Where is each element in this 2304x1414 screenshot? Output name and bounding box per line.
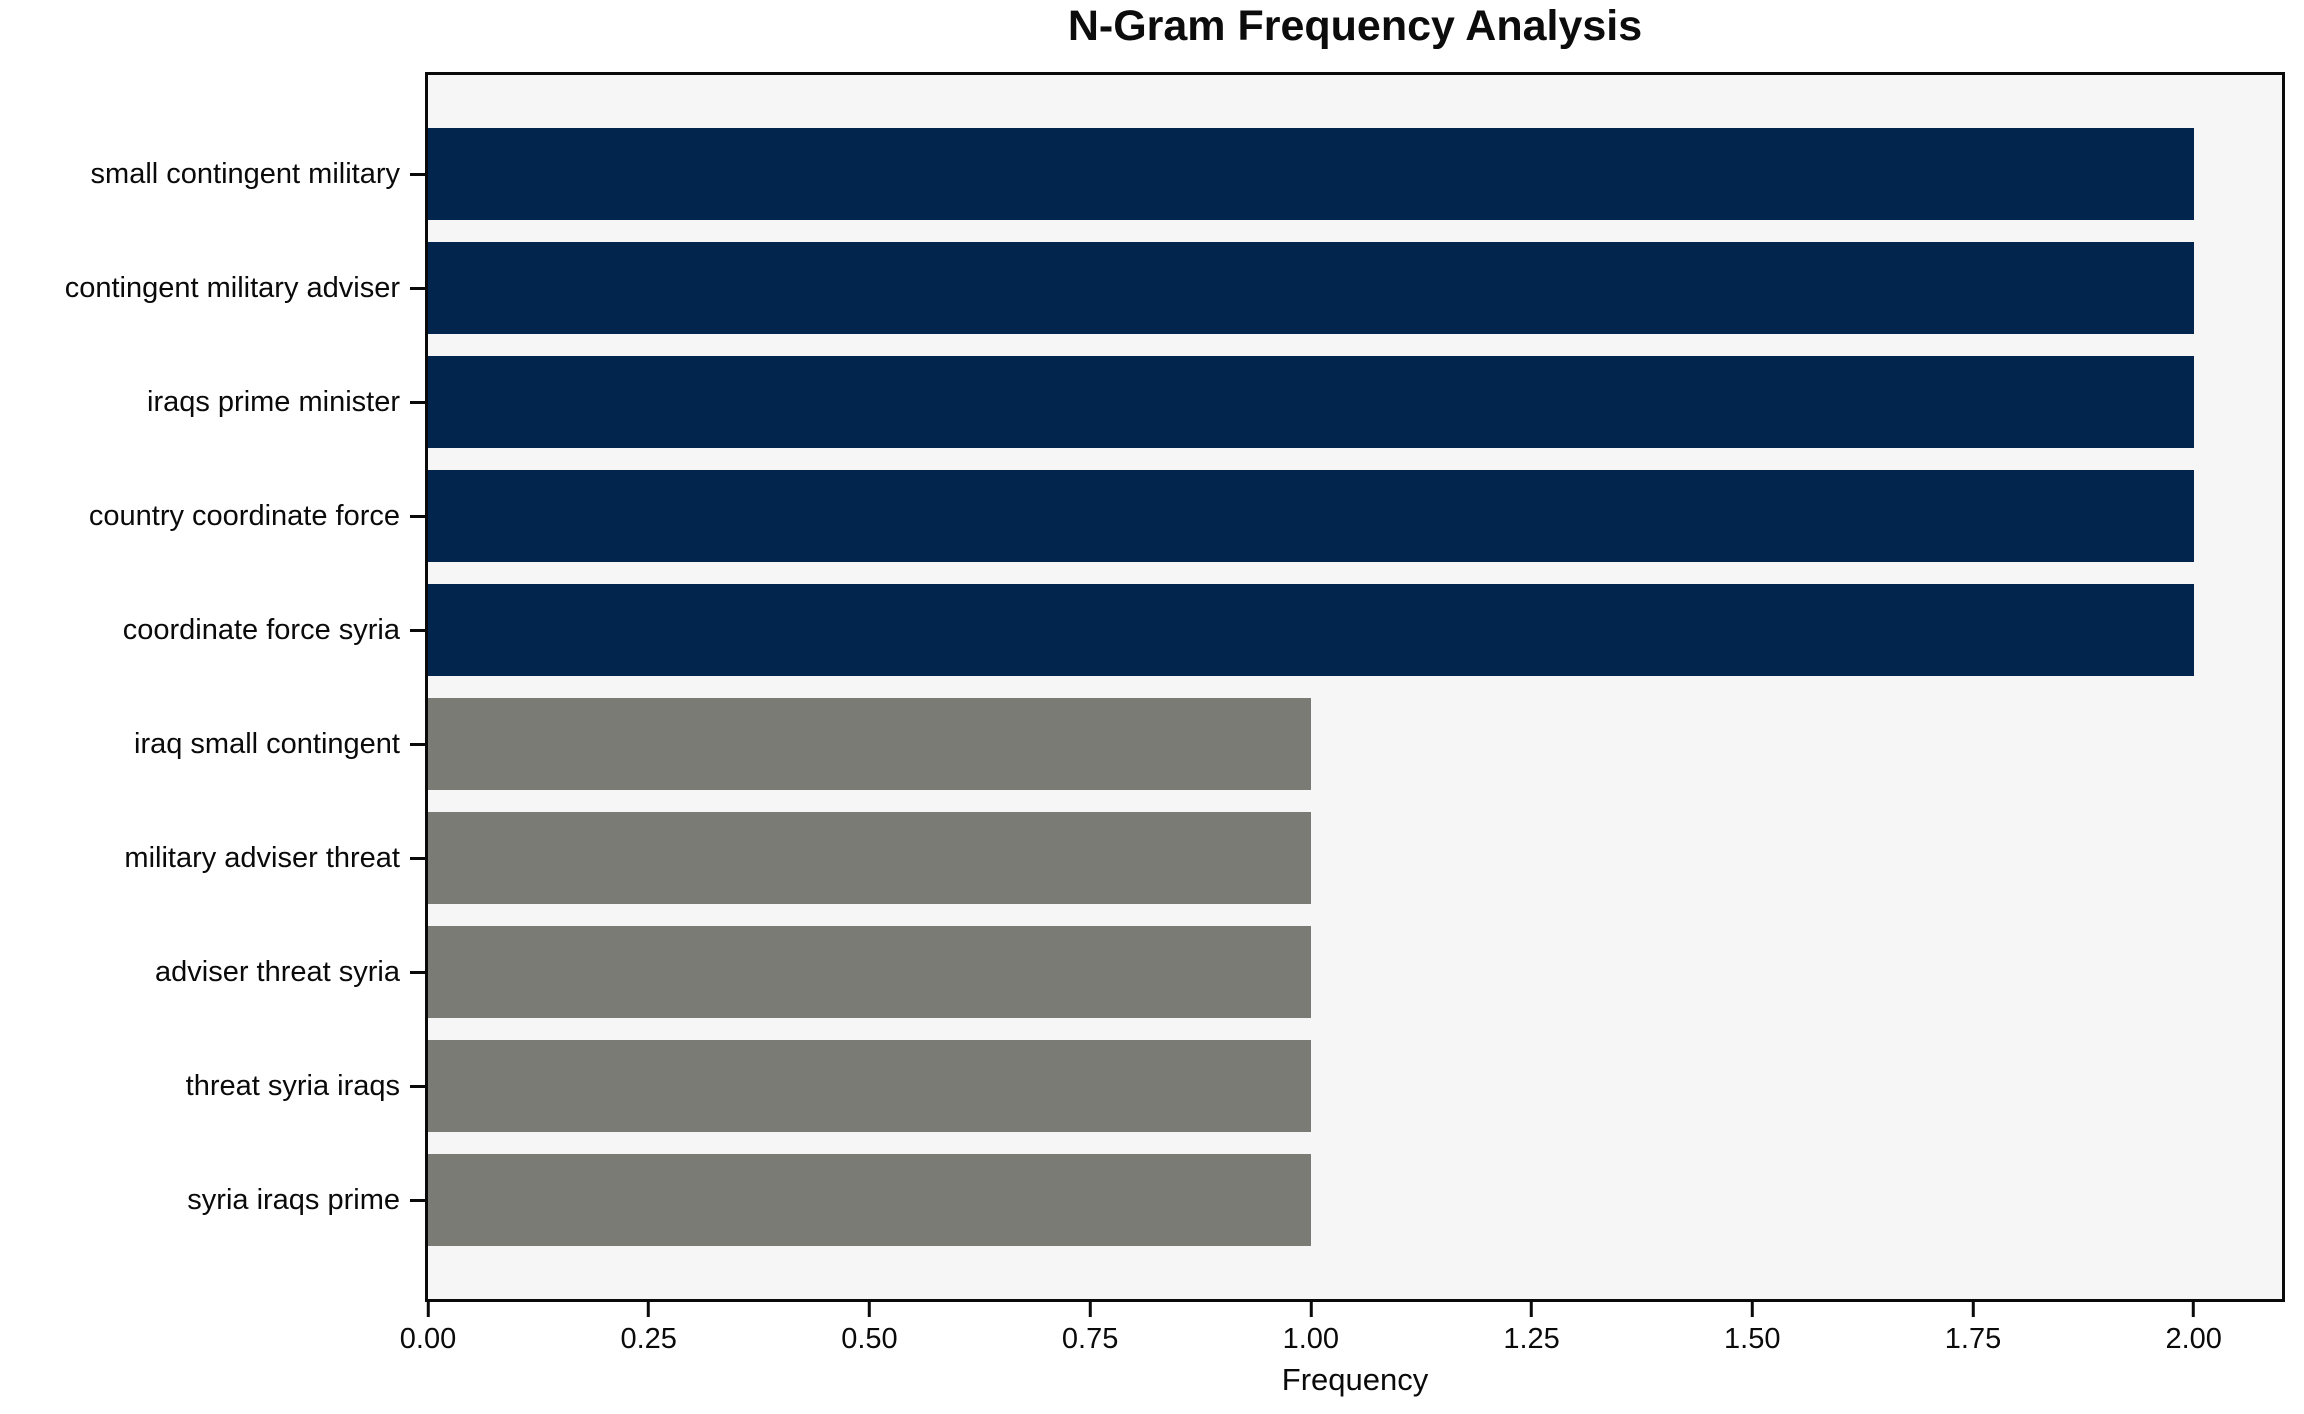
x-tick-label: 1.00 (1282, 1323, 1340, 1355)
x-tick-mark (1309, 1302, 1313, 1317)
bar-small-contingent-military (428, 128, 2194, 220)
bar-row (428, 231, 2282, 345)
x-tick: 0.00 (400, 1302, 456, 1356)
plot-area (425, 72, 2285, 1302)
bar-military-adviser-threat (428, 812, 1311, 904)
y-tick-mark (410, 172, 425, 176)
y-tick-mark (410, 400, 425, 404)
y-tick-label: contingent military adviser (64, 271, 400, 304)
x-tick: 0.50 (841, 1302, 898, 1356)
x-tick-label: 1.50 (1724, 1323, 1781, 1355)
bar-row (428, 345, 2282, 459)
x-tick-mark (647, 1302, 651, 1317)
x-tick: 0.25 (620, 1302, 677, 1356)
y-tick-row: coordinate force syria (0, 573, 425, 687)
y-axis: small contingent military contingent mili… (0, 75, 425, 1299)
bar-coordinate-force-syria (428, 584, 2194, 676)
bar-adviser-threat-syria (428, 926, 1311, 1018)
x-axis: 0.00 0.25 0.50 0.75 1.00 1.25 1.50 1.75 2.00 (400, 1302, 2282, 1372)
x-tick: 1.25 (1503, 1302, 1560, 1356)
x-tick: 1.00 (1283, 1302, 1339, 1356)
y-tick-row: military adviser threat (0, 801, 425, 915)
bar-row (428, 573, 2282, 687)
y-tick-label: iraq small contingent (134, 727, 400, 760)
x-tick-mark (1088, 1302, 1092, 1317)
x-tick-mark (867, 1302, 871, 1317)
x-axis-label: Frequency (1281, 1362, 1429, 1397)
y-tick-mark (410, 970, 425, 974)
y-tick-label: small contingent military (90, 157, 400, 190)
y-tick-label: iraqs prime minister (147, 385, 400, 418)
x-tick: 1.50 (1724, 1302, 1781, 1356)
y-tick-mark (410, 628, 425, 632)
bar-contingent-military-adviser (428, 242, 2194, 334)
bar-row (428, 915, 2282, 1029)
y-tick-row: iraq small contingent (0, 687, 425, 801)
y-tick-row: iraqs prime minister (0, 345, 425, 459)
y-tick-label: adviser threat syria (155, 955, 400, 988)
y-tick-row: country coordinate force (0, 459, 425, 573)
x-tick-label: 1.75 (1944, 1323, 2002, 1355)
y-tick-mark (410, 1198, 425, 1202)
y-tick-label: syria iraqs prime (187, 1183, 400, 1216)
y-tick-mark (410, 742, 425, 746)
bar-country-coordinate-force (428, 470, 2194, 562)
x-tick: 1.75 (1945, 1302, 2001, 1356)
bar-row (428, 1029, 2282, 1143)
x-tick-mark (1971, 1302, 1975, 1317)
y-tick-row: threat syria iraqs (0, 1029, 425, 1143)
bar-syria-iraqs-prime (428, 1154, 1311, 1246)
chart-title: N-Gram Frequency Analysis (1067, 2, 1643, 50)
x-tick: 2.00 (2165, 1302, 2222, 1356)
bar-row (428, 1143, 2282, 1257)
bar-row (428, 117, 2282, 231)
y-tick-row: small contingent military (0, 117, 425, 231)
bar-row (428, 687, 2282, 801)
y-tick-row: adviser threat syria (0, 915, 425, 1029)
x-tick: 0.75 (1062, 1302, 1118, 1356)
x-tick-label: 1.25 (1503, 1323, 1560, 1355)
x-tick-mark (426, 1302, 430, 1317)
bar-row (428, 801, 2282, 915)
x-tick-label: 0.75 (1061, 1323, 1119, 1355)
y-tick-label: military adviser threat (124, 841, 400, 874)
y-tick-label: country coordinate force (88, 499, 400, 532)
y-tick-label: threat syria iraqs (185, 1069, 400, 1102)
bar-iraq-small-contingent (428, 698, 1311, 790)
x-tick-label: 0.25 (620, 1323, 677, 1355)
x-tick-label: 0.00 (399, 1323, 457, 1355)
x-tick-mark (2192, 1302, 2196, 1317)
x-tick-label: 0.50 (841, 1323, 898, 1355)
x-tick-mark (1750, 1302, 1754, 1317)
x-tick-label: 2.00 (2165, 1323, 2222, 1355)
x-tick-mark (1530, 1302, 1534, 1317)
y-tick-mark (410, 1084, 425, 1088)
y-tick-row: syria iraqs prime (0, 1143, 425, 1257)
y-tick-mark (410, 514, 425, 518)
y-tick-mark (410, 286, 425, 290)
bar-row (428, 459, 2282, 573)
bar-threat-syria-iraqs (428, 1040, 1311, 1132)
y-tick-row: contingent military adviser (0, 231, 425, 345)
bar-iraqs-prime-minister (428, 356, 2194, 448)
y-tick-mark (410, 856, 425, 860)
y-tick-label: coordinate force syria (122, 613, 400, 646)
